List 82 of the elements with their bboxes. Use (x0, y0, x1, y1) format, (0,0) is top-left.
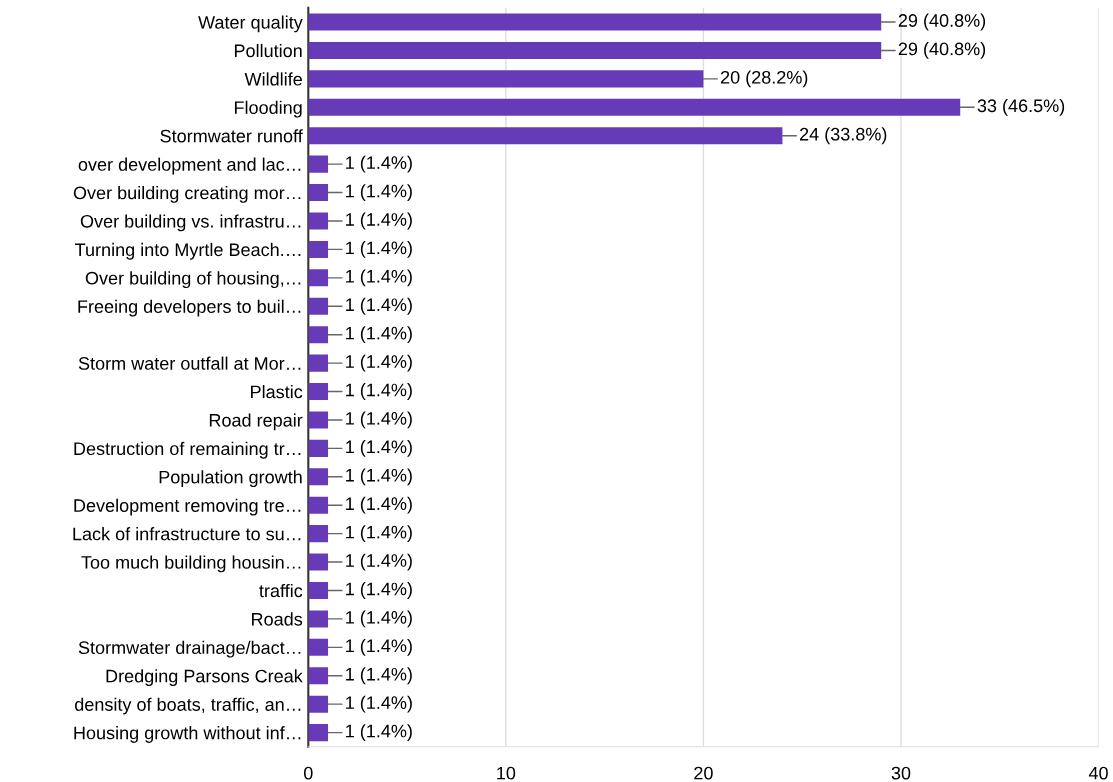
bar (308, 610, 329, 628)
data-label: 20 (28.2%) (720, 70, 808, 88)
data-label: 1 (1.4%) (346, 411, 412, 429)
data-label: 1 (1.4%) (346, 155, 412, 173)
bar (308, 411, 329, 429)
bar (308, 297, 329, 315)
data-label: 1 (1.4%) (346, 241, 412, 258)
bar (308, 212, 329, 230)
y-tick-label: Too much building housin… (81, 555, 301, 573)
data-label: 1 (1.4%) (346, 496, 412, 514)
y-tick-label: Roads (252, 612, 303, 626)
data-label: 1 (1.4%) (346, 354, 412, 372)
bar (308, 70, 704, 88)
bar (308, 638, 329, 656)
data-label: 24 (33.8%) (800, 127, 887, 145)
data-label: 1 (1.4%) (346, 582, 412, 599)
data-label: 1 (1.4%) (346, 638, 412, 656)
data-label: 33 (46.5%) (977, 98, 1065, 116)
y-tick-label: Storm water outfall at Mor… (78, 356, 301, 370)
bar (308, 496, 329, 514)
bar (308, 383, 329, 401)
data-label: 1 (1.4%) (346, 610, 412, 628)
data-label: 1 (1.4%) (346, 468, 412, 486)
data-label: 1 (1.4%) (346, 383, 412, 400)
data-label: 1 (1.4%) (346, 269, 412, 287)
y-tick-label: density of boats, traffic, an… (75, 697, 301, 715)
bar (308, 184, 329, 202)
y-tick-label: Road repair (209, 413, 303, 431)
data-label: 1 (1.4%) (346, 212, 412, 230)
y-tick-label: traffic (259, 583, 303, 598)
bar (308, 13, 882, 31)
data-label: 1 (1.4%) (346, 667, 412, 685)
y-tick-label: Development removing tre… (74, 498, 301, 516)
data-label: 1 (1.4%) (346, 724, 412, 742)
x-tick-label: 30 (891, 766, 911, 780)
bar (308, 326, 329, 344)
y-tick-label: Destruction of remaining tr… (74, 441, 301, 459)
y-tick-label: Over building of housing,… (85, 271, 301, 289)
bar (308, 581, 329, 600)
data-label: 29 (40.8%) (898, 13, 986, 31)
x-tick-label: 40 (1088, 766, 1108, 780)
bar (308, 41, 882, 59)
bar (308, 354, 329, 372)
y-tick-label: Water quality (198, 15, 303, 33)
y-tick-label: Over building creating mor… (73, 186, 301, 203)
y-tick-label: Over building vs. infrastru… (80, 214, 301, 232)
bar (308, 667, 329, 685)
x-tick-label: 10 (497, 766, 516, 780)
y-tick-label: Housing growth without inf… (74, 726, 301, 743)
bar (308, 695, 329, 713)
y-tick-label: Stormwater runoff (160, 129, 303, 143)
y-tick-label: Plastic (251, 384, 303, 399)
bar (308, 127, 783, 145)
bar (308, 98, 961, 116)
y-tick-label: Dredging Parsons Creak (106, 669, 303, 687)
y-tick-label: Turning into Myrtle Beach.… (75, 242, 301, 260)
bar (308, 724, 329, 742)
data-label: 1 (1.4%) (346, 553, 412, 571)
data-label: 1 (1.4%) (346, 184, 412, 201)
bar (308, 439, 329, 457)
bar (308, 525, 329, 543)
bar (308, 468, 329, 486)
y-tick-label: Freeing developers to buil… (78, 299, 301, 317)
y-tick-label: over development and lac… (78, 157, 301, 175)
x-tick-label: 0 (303, 766, 313, 780)
data-label: 1 (1.4%) (346, 525, 412, 543)
data-label: 1 (1.4%) (346, 439, 412, 457)
data-label: 29 (40.8%) (898, 42, 986, 59)
y-tick-label: Stormwater drainage/bact… (78, 640, 301, 658)
y-tick-label: Wildlife (244, 72, 302, 86)
data-label: 1 (1.4%) (346, 326, 412, 344)
bar (308, 269, 329, 287)
data-label: 1 (1.4%) (346, 297, 412, 315)
y-tick-label: Pollution (234, 43, 302, 58)
y-tick-label: Population growth (159, 470, 302, 488)
data-label: 1 (1.4%) (346, 695, 412, 713)
bar (308, 553, 329, 571)
y-tick-label: Lack of infrastructure to su… (73, 527, 301, 541)
y-tick-label: Flooding (234, 100, 302, 118)
bar (308, 240, 329, 258)
bar (308, 155, 329, 173)
x-tick-label: 20 (694, 766, 713, 780)
